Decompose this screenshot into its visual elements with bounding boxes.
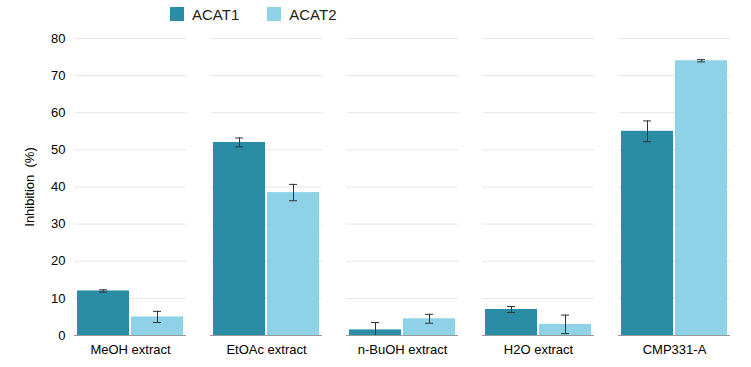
svg-text:20: 20: [51, 253, 65, 268]
svg-text:70: 70: [51, 68, 65, 83]
svg-text:H2O extract: H2O extract: [504, 342, 574, 357]
svg-text:CMP331-A: CMP331-A: [643, 342, 707, 357]
html-text:ACAT2: ACAT2: [289, 5, 337, 23]
svg-text:30: 30: [51, 216, 65, 231]
svg-text:10: 10: [51, 291, 65, 306]
svg-text:0: 0: [58, 328, 65, 343]
svg-text:80: 80: [51, 31, 65, 46]
svg-text:50: 50: [51, 142, 65, 157]
html-text:ACAT1: ACAT1: [192, 5, 240, 23]
svg-text:EtOAc extract: EtOAc extract: [226, 342, 307, 357]
svg-text:n-BuOH extract: n-BuOH extract: [358, 342, 448, 357]
svg-text:40: 40: [51, 179, 65, 194]
svg-text:Inhibition (%): Inhibition (%): [22, 147, 37, 226]
svg-text:60: 60: [51, 105, 65, 120]
svg-text:MeOH extract: MeOH extract: [90, 342, 171, 357]
